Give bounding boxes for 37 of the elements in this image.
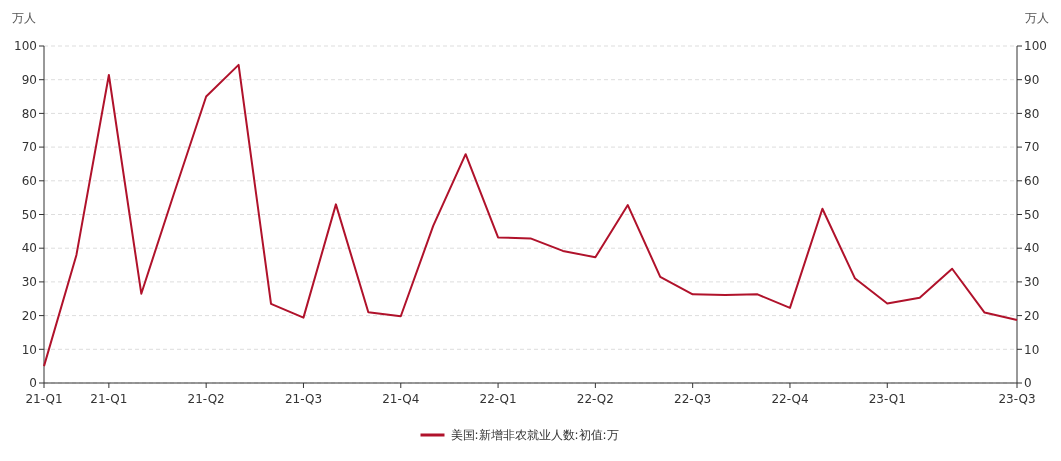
y2-tick-label: 20 xyxy=(1024,308,1040,323)
y2-tick-label: 10 xyxy=(1024,342,1040,357)
x-tick-label: 21-Q2 xyxy=(187,392,225,406)
y2-tick-label: 60 xyxy=(1024,174,1040,188)
y2-tick-label: 70 xyxy=(1024,140,1040,155)
x-tick-label: 23-Q1 xyxy=(868,392,906,406)
y2-tick-label: 80 xyxy=(1024,106,1040,121)
y2-tick-label: 0 xyxy=(1024,376,1032,391)
legend-label: 美国:新增非农就业人数:初值:万 xyxy=(450,428,619,443)
x-tick-label: 21-Q3 xyxy=(284,392,323,406)
y-tick-label: 20 xyxy=(21,308,37,323)
y-tick-label: 90 xyxy=(21,72,37,87)
y-tick-label: 100 xyxy=(14,39,37,54)
x-tick-label: 21-Q1 xyxy=(90,392,128,406)
x-tick-label: 22-Q2 xyxy=(576,392,614,406)
x-tick-label: 22-Q3 xyxy=(674,392,712,406)
y-tick-label: 10 xyxy=(21,342,37,357)
y-tick-label: 80 xyxy=(21,106,37,121)
y2-tick-label: 100 xyxy=(1024,39,1047,54)
y-tick-label: 70 xyxy=(21,140,37,155)
y-tick-label: 0 xyxy=(29,376,37,391)
y2-tick-label: 30 xyxy=(1024,275,1040,290)
x-tick-label: 22-Q4 xyxy=(771,392,809,406)
y-tick-label: 50 xyxy=(21,207,37,222)
y-tick-label: 40 xyxy=(21,241,37,256)
line-series xyxy=(43,63,1018,368)
y-tick-label: 30 xyxy=(21,275,37,290)
y2-tick-label: 50 xyxy=(1024,207,1040,222)
y2-axis-title: 万人 xyxy=(1025,11,1049,25)
y-axis-title: 万人 xyxy=(12,11,36,25)
x-tick-label: 21-Q1 xyxy=(25,392,63,406)
x-tick-label: 23-Q3 xyxy=(998,392,1036,406)
y2-tick-label: 40 xyxy=(1024,241,1040,256)
x-tick-label: 21-Q4 xyxy=(382,392,420,406)
y2-tick-label: 90 xyxy=(1024,72,1040,87)
x-tick-label: 22-Q1 xyxy=(479,392,517,406)
y-tick-label: 60 xyxy=(21,174,37,188)
